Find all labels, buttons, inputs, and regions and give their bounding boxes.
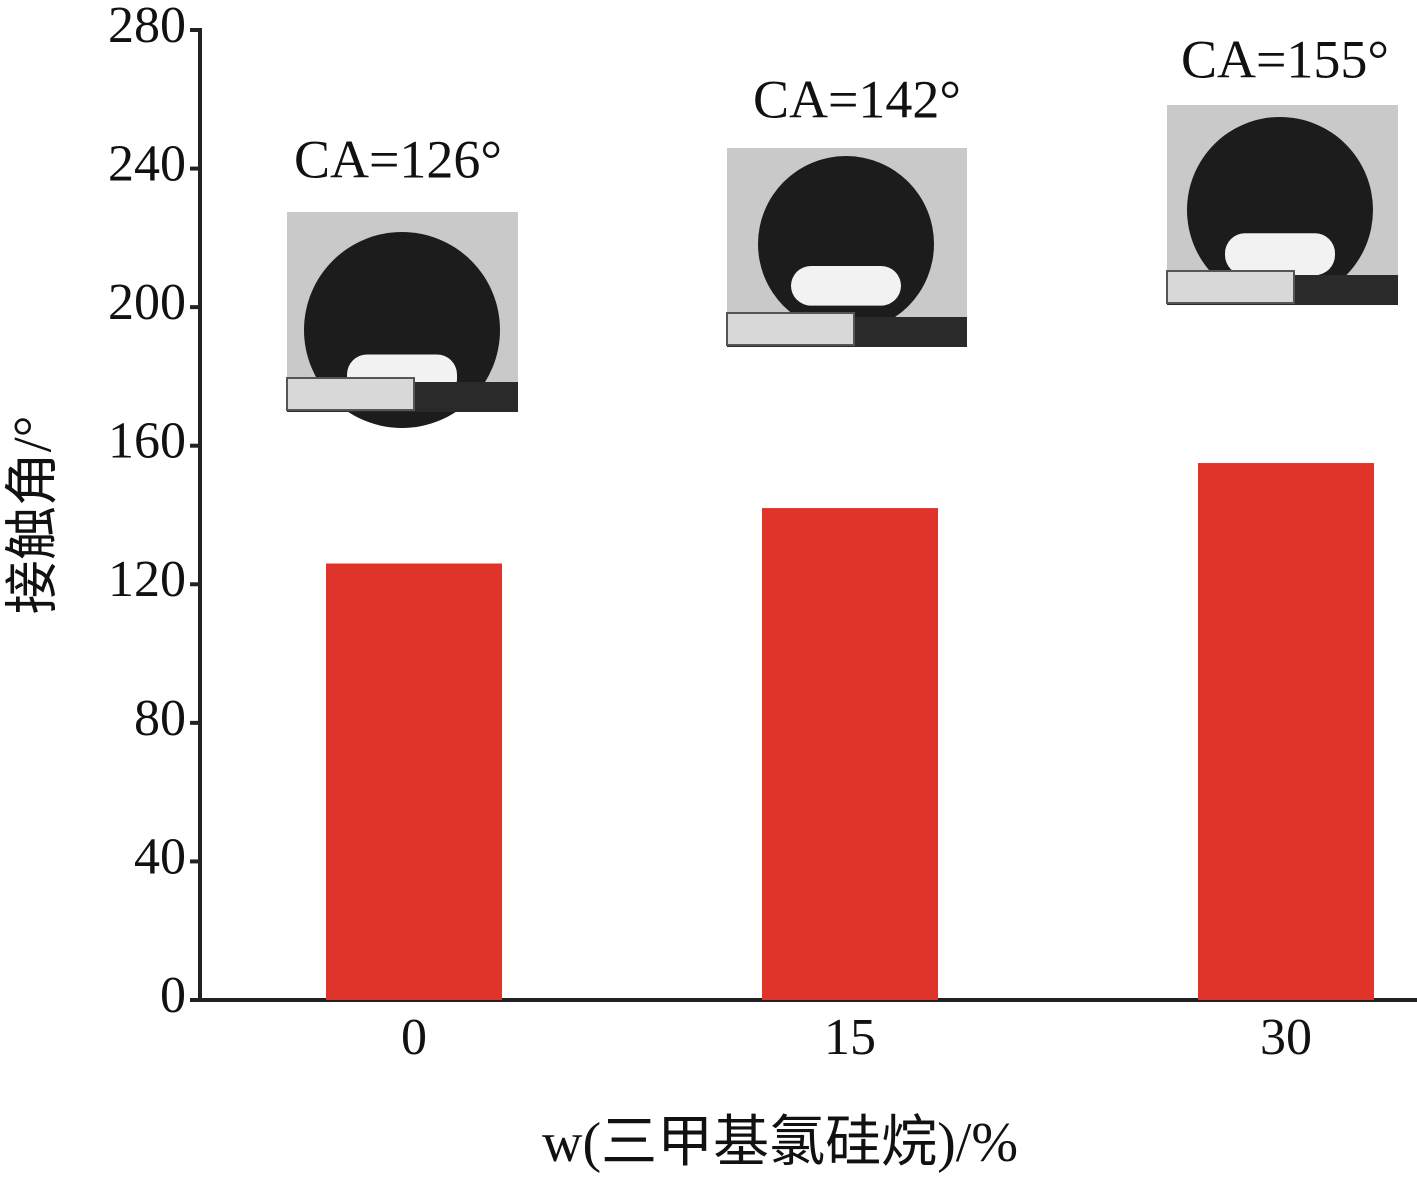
value-label: CA=126° [294, 129, 502, 189]
y-axis-label: 接触角/° [2, 416, 62, 615]
y-tick-label: 200 [108, 274, 186, 331]
y-tick-label: 40 [134, 828, 186, 885]
bar [1198, 463, 1374, 1000]
y-tick-label: 0 [160, 967, 186, 1024]
x-tick-label: 30 [1260, 1009, 1312, 1066]
droplet-photo [286, 212, 518, 428]
droplet-photo [1166, 105, 1398, 305]
reflection [1225, 233, 1335, 276]
y-tick-label: 160 [108, 413, 186, 470]
y-tick-label: 120 [108, 551, 186, 608]
value-label: CA=142° [753, 69, 961, 129]
x-axis-label: w(三甲基氯硅烷)/% [542, 1112, 1018, 1174]
bar [762, 508, 938, 1000]
bar [326, 563, 502, 1000]
reflection [791, 266, 901, 306]
y-tick-label: 240 [108, 136, 186, 193]
substrate [1166, 270, 1295, 304]
value-label: CA=155° [1181, 29, 1389, 89]
substrate [726, 312, 855, 346]
droplet-photo [726, 148, 967, 347]
y-tick-label: 80 [134, 690, 186, 747]
substrate [286, 377, 415, 411]
x-tick-label: 0 [401, 1009, 427, 1066]
y-tick-label: 280 [108, 0, 186, 54]
x-tick-label: 15 [824, 1009, 876, 1066]
